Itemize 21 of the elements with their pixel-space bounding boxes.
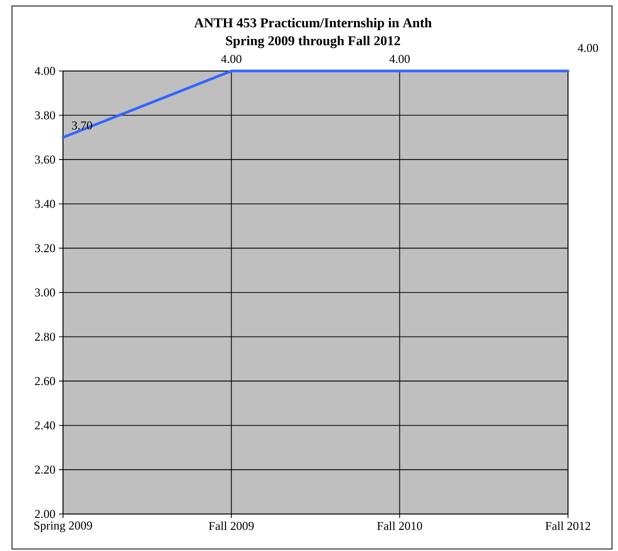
data-label: 4.00 (389, 54, 410, 64)
y-tick-label: 3.60 (35, 156, 56, 164)
x-tick-label: Fall 2012 (546, 522, 590, 530)
y-tick-label: 2.40 (35, 421, 56, 430)
y-tick-label: 3.20 (35, 244, 56, 252)
data-label: 4.00 (221, 54, 242, 64)
data-label: 4.00 (578, 44, 598, 52)
x-tick-label: Spring 2009 (34, 522, 92, 532)
x-tick-label: Fall 2010 (377, 522, 422, 530)
y-tick-label: 2.80 (35, 332, 56, 341)
y-tick-label: 3.00 (35, 288, 56, 297)
y-tick-label: 3.40 (35, 200, 56, 208)
y-tick-label: 2.60 (35, 377, 56, 386)
y-tick-label: 3.80 (35, 111, 56, 120)
x-tick-label: Fall 2009 (208, 522, 254, 530)
y-tick-label: 2.20 (35, 466, 56, 474)
y-tick-label: 2.00 (35, 510, 56, 518)
chart-title: ANTH 453 Practicum/Internship in Anth (194, 18, 432, 30)
chart-subtitle: Spring 2009 through Fall 2012 (226, 36, 400, 48)
y-tick-label: 4.00 (34, 66, 56, 76)
data-label: 3.70 (72, 121, 92, 130)
